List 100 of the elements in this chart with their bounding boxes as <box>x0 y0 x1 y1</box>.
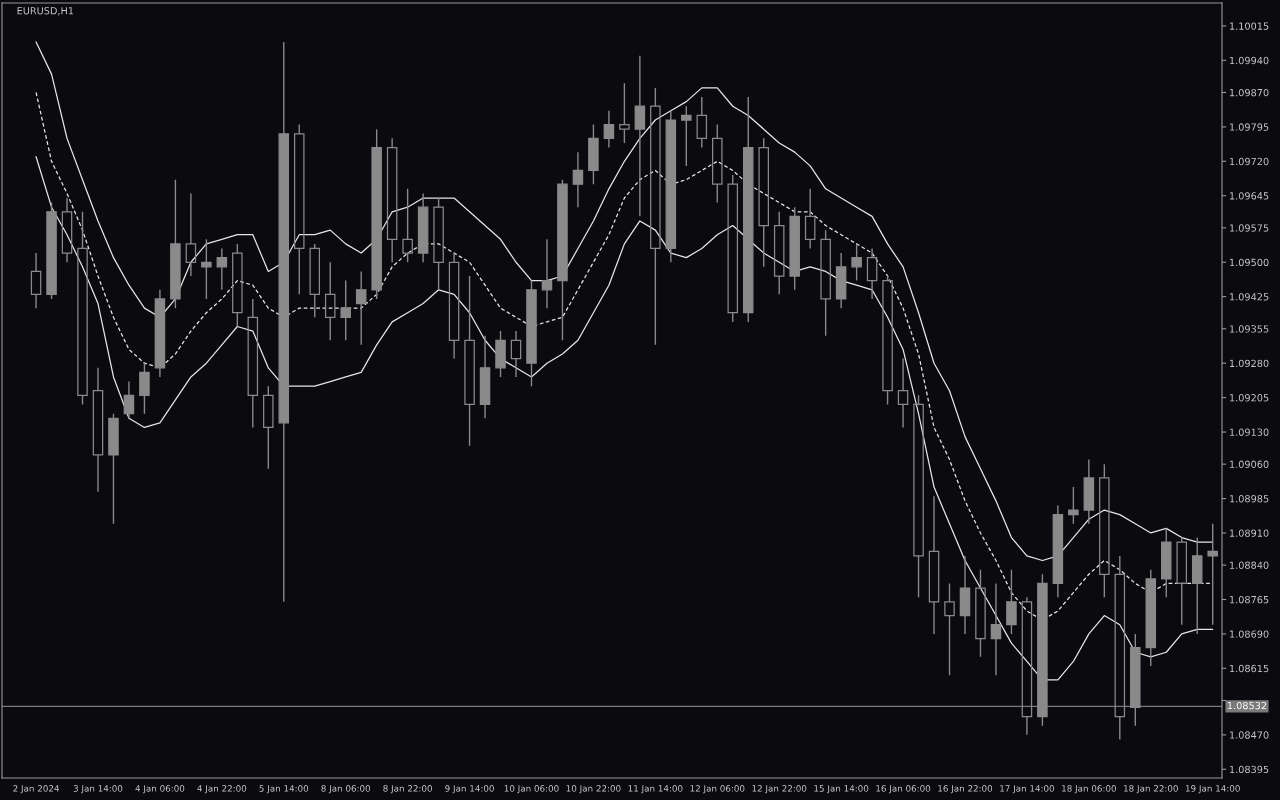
candlestick <box>959 555 971 635</box>
x-tick-label: 4 Jan 22:00 <box>197 785 247 794</box>
y-tick-label: 1.10015 <box>1230 22 1269 30</box>
x-tick-label: 10 Jan 06:00 <box>504 785 559 794</box>
candlestick <box>1052 504 1064 598</box>
candlestick <box>541 238 553 309</box>
candlestick <box>139 362 150 415</box>
candlestick <box>696 96 708 149</box>
candlestick <box>402 188 413 263</box>
line-series <box>35 41 1214 562</box>
candlestick <box>108 412 119 525</box>
y-tick-label: 1.08395 <box>1230 765 1269 774</box>
y-tick-label: 1.09795 <box>1230 123 1269 131</box>
candlestick <box>835 252 847 309</box>
candlestick <box>355 270 367 346</box>
candlestick <box>820 229 831 337</box>
x-tick-label: 12 Jan 06:00 <box>690 785 745 794</box>
y-tick-label: 1.08470 <box>1230 731 1269 739</box>
candlestick <box>495 330 506 378</box>
candlestick <box>216 247 228 291</box>
x-tick-label: 16 Jan 06:00 <box>876 785 931 794</box>
candlestick <box>464 275 475 447</box>
candlestick <box>882 275 893 406</box>
y-tick-label: 1.09500 <box>1230 258 1269 267</box>
candlestick <box>1099 463 1110 598</box>
candlestick <box>1068 486 1079 525</box>
y-tick-label: 1.09720 <box>1230 157 1269 166</box>
x-tick-label: 2 Jan 2024 <box>13 785 60 794</box>
candlestick <box>1207 523 1218 626</box>
x-tick-label: 18 Jan 22:00 <box>1124 785 1178 794</box>
candlestick <box>278 41 290 603</box>
x-tick-label: 12 Jan 22:00 <box>752 785 807 794</box>
y-tick-label: 1.09575 <box>1230 224 1269 232</box>
x-tick-label: 16 Jan 22:00 <box>938 785 993 794</box>
candlestick <box>727 174 739 323</box>
ref-line-label: 1.08532 <box>1227 701 1267 710</box>
x-tick-label: 3 Jan 14:00 <box>73 785 123 794</box>
candlestick <box>1160 527 1172 598</box>
candlestick <box>897 357 909 429</box>
x-tick-label: 9 Jan 14:00 <box>445 785 494 794</box>
candlestick <box>340 279 351 341</box>
candlestick <box>154 289 166 378</box>
candlestick <box>650 87 661 346</box>
y-tick-label: 1.09355 <box>1230 325 1269 333</box>
candlestick <box>742 96 754 323</box>
x-tick-label: 19 Jan 14:00 <box>1185 785 1240 794</box>
y-tick-label: 1.08765 <box>1230 595 1269 604</box>
candlestick <box>185 192 197 277</box>
y-tick-label: 1.08910 <box>1230 529 1269 537</box>
candlestick <box>619 82 630 144</box>
x-tick-label: 11 Jan 14:00 <box>628 785 683 794</box>
candlestick <box>944 582 955 676</box>
candlestick <box>247 298 259 429</box>
y-tick-label: 1.09425 <box>1230 293 1269 301</box>
candlestick <box>232 243 243 328</box>
y-tick-label: 1.09280 <box>1230 359 1269 368</box>
candlestick <box>572 151 584 208</box>
x-tick-label: 10 Jan 22:00 <box>566 785 621 794</box>
candlestick <box>681 105 692 167</box>
candlestick <box>588 123 599 185</box>
candlestick <box>804 188 816 250</box>
candlestick <box>293 123 305 296</box>
candlestick <box>324 261 336 341</box>
candlestick <box>1176 536 1188 626</box>
candlestick <box>1130 633 1141 727</box>
candlestick <box>77 211 88 406</box>
x-tick-label: 18 Jan 06:00 <box>1062 785 1116 794</box>
candlestick <box>1145 568 1157 667</box>
candlestick <box>1006 568 1017 635</box>
candlestick <box>526 279 537 387</box>
candlestick <box>789 206 800 291</box>
candlestick <box>866 247 878 300</box>
candlestick <box>975 568 986 658</box>
candlestick <box>928 495 940 635</box>
y-tick-label: 1.08985 <box>1230 495 1269 503</box>
candlestick <box>851 243 862 282</box>
y-tick-label: 1.09870 <box>1230 88 1269 97</box>
candlestick <box>417 192 429 263</box>
candlestick <box>634 55 646 218</box>
candlestick <box>386 137 398 263</box>
candlestick <box>1021 596 1033 736</box>
candlestick <box>30 252 42 309</box>
candlestick <box>371 128 382 300</box>
candlestick <box>309 243 321 319</box>
candlestick <box>712 123 723 204</box>
candlestick <box>123 380 135 419</box>
candlestick <box>201 238 212 300</box>
candlestick <box>1083 458 1095 525</box>
x-tick-label: 17 Jan 14:00 <box>1000 785 1055 794</box>
x-tick-label: 8 Jan 06:00 <box>321 785 371 794</box>
x-tick-label: 5 Jan 14:00 <box>259 785 309 794</box>
candlestick <box>92 367 104 493</box>
y-tick-label: 1.09060 <box>1230 460 1269 468</box>
y-tick-label: 1.08690 <box>1230 630 1269 638</box>
line-series <box>35 156 1214 681</box>
y-tick-label: 1.09940 <box>1230 56 1269 65</box>
x-tick-label: 8 Jan 22:00 <box>383 785 432 794</box>
candlestick <box>1114 555 1126 741</box>
y-tick-label: 1.08615 <box>1230 664 1269 673</box>
candlestick <box>913 394 924 598</box>
